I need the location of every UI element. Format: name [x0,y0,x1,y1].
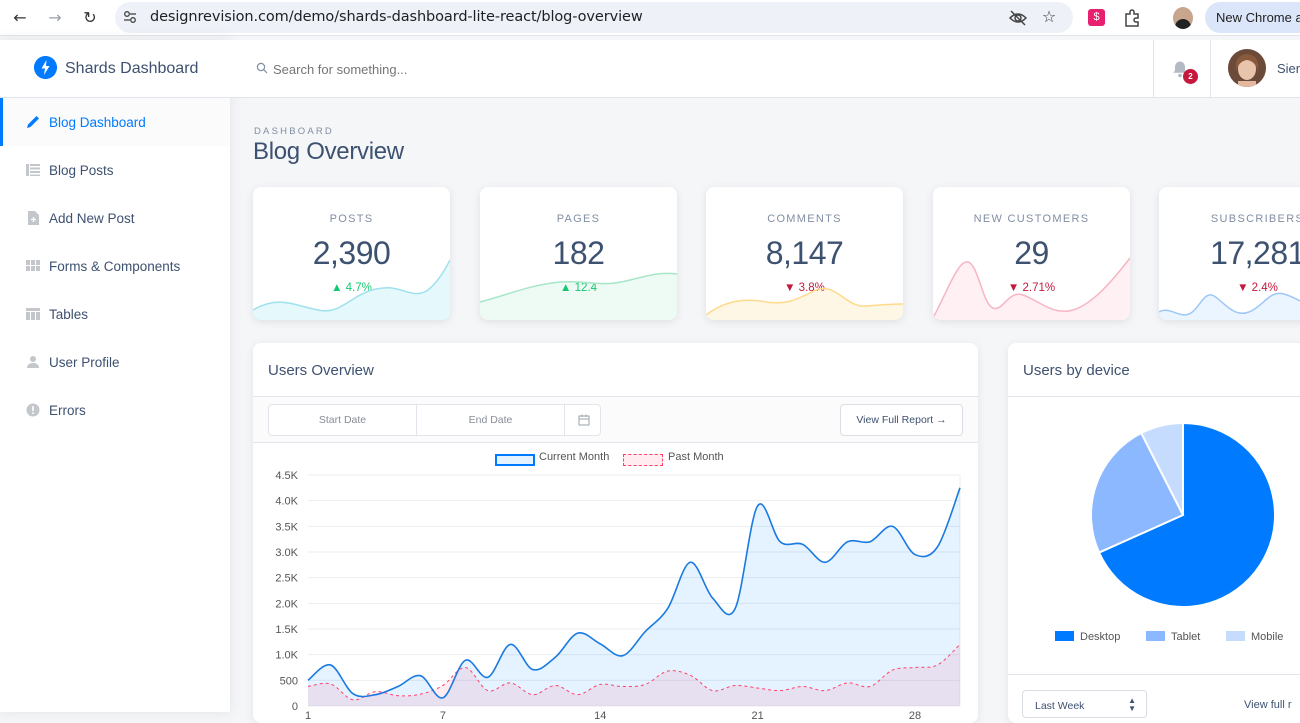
extension-icon[interactable]: $ [1088,9,1105,26]
sidebar-item-add-new-post[interactable]: Add New Post [0,194,230,242]
grid-icon [26,259,40,273]
stat-card-pages: PAGES 182 ▲ 12.4 [480,187,677,320]
browser-toolbar: ← → ↻ designrevision.com/demo/shards-das… [0,0,1300,36]
y-tick-label: 3.0K [275,547,298,559]
y-tick-label: 500 [280,675,298,687]
url-text[interactable]: designrevision.com/demo/shards-dashboard… [150,9,643,25]
card-title: Users by device [1008,343,1300,397]
back-icon[interactable]: ← [10,8,30,28]
brand[interactable]: Shards Dashboard [0,40,230,98]
person-icon [26,355,40,369]
stat-label: POSTS [253,213,450,225]
site-settings-icon[interactable] [123,10,137,24]
page-title: Blog Overview [253,138,404,166]
brand-name: Shards Dashboard [65,60,198,78]
stat-card-subscribers: SUBSCRIBERS 17,281 ▼ 2.4% [1159,187,1300,320]
sidebar-item-errors[interactable]: Errors [0,386,230,434]
legend-desktop: Desktop [1055,631,1120,643]
stat-label: NEW CUSTOMERS [933,213,1130,225]
y-tick-label: 1.5K [275,624,298,636]
star-icon[interactable]: ☆ [1039,7,1059,27]
reload-icon[interactable]: ↻ [80,8,100,28]
device-pie-chart [1083,415,1283,615]
sparkline [933,250,1130,320]
users-overview-card: Users Overview Start Date End Date View … [253,343,978,723]
sidebar-item-blog-dashboard[interactable]: Blog Dashboard [0,98,230,146]
list-icon [26,163,40,177]
top-navbar: 2 Sier [230,40,1300,98]
period-select[interactable]: Last Week▲▼ [1022,690,1147,718]
legend-tablet: Tablet [1146,631,1200,643]
users-by-device-card: Users by device Desktop Tablet Mobile La… [1008,343,1300,723]
date-range: Start Date End Date [268,404,601,436]
note-add-icon [26,211,40,225]
sidebar: Shards Dashboard Blog Dashboard Blog Pos… [0,40,230,712]
sidebar-item-label: Errors [49,403,86,418]
page-subtitle: DASHBOARD [254,126,334,137]
puzzle-icon[interactable] [1122,8,1142,28]
calendar-icon[interactable] [578,414,590,426]
shards-logo-icon [34,56,57,79]
sidebar-item-label: Blog Posts [49,163,114,178]
avatar[interactable] [1228,49,1266,87]
new-chrome-button[interactable]: New Chrome a [1205,2,1300,33]
y-tick-label: 2.0K [275,598,298,610]
sidebar-item-label: Blog Dashboard [49,115,146,130]
notifications-button[interactable]: 2 [1153,40,1211,98]
stat-label: SUBSCRIBERS [1159,213,1300,225]
stat-card-posts: POSTS 2,390 ▲ 4.7% [253,187,450,320]
y-tick-label: 2.5K [275,573,298,585]
y-tick-label: 1.0K [275,650,298,662]
pencil-icon [26,115,40,129]
card-footer: Last Week▲▼ View full r [1008,674,1300,714]
stat-card-comments: COMMENTS 8,147 ▼ 3.8% [706,187,903,320]
y-tick-label: 4.5K [275,470,298,482]
sparkline [480,250,677,320]
stat-card-new-customers: NEW CUSTOMERS 29 ▼ 2.71% [933,187,1130,320]
sparkline [1159,250,1300,320]
stat-label: COMMENTS [706,213,903,225]
view-full-report-link[interactable]: View full r [1244,699,1291,711]
sidebar-item-label: Add New Post [49,211,135,226]
search-icon [256,62,268,74]
search-input[interactable] [273,58,873,80]
profile-avatar-icon[interactable] [1173,7,1193,29]
sidebar-item-label: User Profile [49,355,120,370]
y-tick-label: 3.5K [275,521,298,533]
end-date-input[interactable]: End Date [417,405,565,435]
sidebar-item-blog-posts[interactable]: Blog Posts [0,146,230,194]
sidebar-item-label: Forms & Components [49,259,180,274]
sparkline [253,250,450,320]
y-tick-label: 0 [292,701,298,713]
sidebar-item-user-profile[interactable]: User Profile [0,338,230,386]
card-title: Users Overview [253,343,978,397]
series-area-current [308,488,960,706]
eye-off-icon[interactable] [1008,8,1028,28]
sparkline [706,250,903,320]
notification-badge: 2 [1183,69,1198,84]
forward-icon[interactable]: → [45,8,65,28]
stat-label: PAGES [480,213,677,225]
view-full-report-button[interactable]: View Full Report → [840,404,963,436]
sidebar-item-label: Tables [49,307,88,322]
error-icon [26,403,40,417]
y-tick-label: 4.0K [275,496,298,508]
select-arrows-icon: ▲▼ [1128,697,1136,713]
sidebar-item-tables[interactable]: Tables [0,290,230,338]
user-name[interactable]: Sier [1277,61,1300,76]
legend-mobile: Mobile [1226,631,1283,643]
table-icon [26,307,40,321]
start-date-input[interactable]: Start Date [269,405,417,435]
sidebar-item-forms-components[interactable]: Forms & Components [0,242,230,290]
